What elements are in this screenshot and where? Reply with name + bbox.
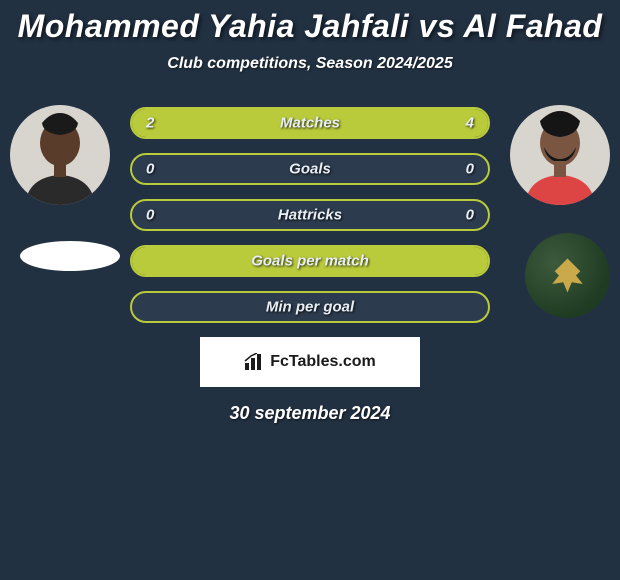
person-icon: [10, 105, 110, 205]
stat-value-left: 2: [146, 115, 154, 132]
player2-name: Al Fahad: [463, 8, 602, 44]
stat-value-left: 0: [146, 207, 154, 224]
subtitle: Club competitions, Season 2024/2025: [0, 47, 620, 93]
source-label: FcTables.com: [270, 353, 376, 371]
bar-chart-icon: [244, 353, 264, 371]
stat-bar: Min per goal: [130, 291, 490, 323]
stat-value-right: 4: [466, 115, 474, 132]
stat-bars: 2 4 Matches 0 0 Goals 0 0 Hattricks Goals per mat…: [130, 93, 490, 323]
player2-avatar: [510, 105, 610, 205]
stat-value-left: 0: [146, 161, 154, 178]
vs-text: vs: [419, 8, 456, 44]
source-badge: FcTables.com: [200, 337, 420, 387]
stat-label: Hattricks: [278, 207, 342, 224]
stat-bar: Goals per match: [130, 245, 490, 277]
comparison-title: Mohammed Yahia Jahfali vs Al Fahad: [0, 0, 620, 47]
player1-avatar: [10, 105, 110, 205]
stat-bar: 0 0 Goals: [130, 153, 490, 185]
stat-value-right: 0: [466, 161, 474, 178]
stats-area: 2 4 Matches 0 0 Goals 0 0 Hattricks Goals per mat…: [0, 93, 620, 323]
stat-bar: 2 4 Matches: [130, 107, 490, 139]
eagle-icon: [542, 250, 593, 301]
date-label: 30 september 2024: [0, 387, 620, 440]
stat-label: Goals: [289, 161, 331, 178]
person-icon: [510, 105, 610, 205]
player1-club-badge: [20, 241, 120, 271]
player2-club-badge: [525, 233, 610, 318]
stat-bar: 0 0 Hattricks: [130, 199, 490, 231]
stat-label: Goals per match: [251, 253, 369, 270]
stat-label: Matches: [280, 115, 340, 132]
stat-value-right: 0: [466, 207, 474, 224]
player1-name: Mohammed Yahia Jahfali: [18, 8, 410, 44]
stat-label: Min per goal: [266, 299, 354, 316]
